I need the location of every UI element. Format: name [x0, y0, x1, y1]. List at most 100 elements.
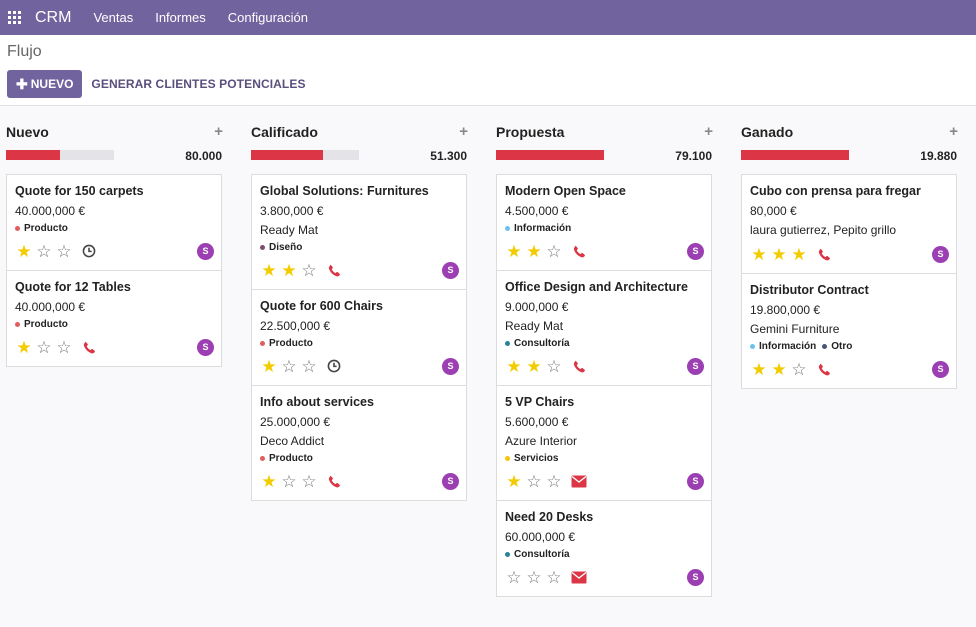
- column-title[interactable]: Nuevo: [6, 124, 49, 140]
- lead-card[interactable]: Distributor Contract 19.800,000 € Gemini …: [741, 273, 957, 389]
- tag[interactable]: Consultoría: [505, 549, 570, 560]
- phone-icon[interactable]: [571, 243, 587, 259]
- tag[interactable]: Diseño: [260, 242, 302, 253]
- clock-icon[interactable]: [81, 243, 97, 259]
- star-empty-icon[interactable]: ☆: [301, 260, 317, 280]
- star-filled-icon[interactable]: ★: [16, 337, 32, 357]
- star-empty-icon[interactable]: ☆: [526, 567, 542, 587]
- star-empty-icon[interactable]: ☆: [526, 471, 542, 491]
- star-empty-icon[interactable]: ☆: [36, 337, 52, 357]
- column-add-icon[interactable]: +: [949, 123, 958, 140]
- menu-configuracion[interactable]: Configuración: [227, 10, 308, 25]
- lead-card[interactable]: Global Solutions: Furnitures 3.800,000 €…: [251, 174, 467, 289]
- kanban-column: Propuesta + 79.100 Modern Open Space 4.5…: [496, 106, 713, 597]
- new-button[interactable]: ✚ NUEVO: [7, 70, 83, 98]
- lead-card[interactable]: Info about services 25.000,000 € Deco Add…: [251, 385, 467, 501]
- star-empty-icon[interactable]: ☆: [281, 471, 297, 491]
- menu-ventas[interactable]: Ventas: [93, 10, 134, 25]
- phone-icon[interactable]: [816, 361, 832, 377]
- menu-informes[interactable]: Informes: [155, 10, 206, 25]
- apps-grid-icon[interactable]: [8, 10, 22, 25]
- column-title[interactable]: Propuesta: [496, 124, 565, 140]
- tag[interactable]: Producto: [260, 453, 313, 464]
- star-filled-icon[interactable]: ★: [526, 241, 542, 261]
- tag[interactable]: Producto: [15, 223, 68, 234]
- star-filled-icon[interactable]: ★: [771, 359, 787, 379]
- lead-card[interactable]: 5 VP Chairs 5.600,000 € Azure Interior Ser…: [496, 385, 712, 500]
- star-filled-icon[interactable]: ★: [506, 241, 522, 261]
- generate-leads-button[interactable]: GENERAR CLIENTES POTENCIALES: [91, 77, 306, 91]
- avatar[interactable]: S: [687, 568, 704, 586]
- star-empty-icon[interactable]: ☆: [281, 356, 297, 376]
- star-filled-icon[interactable]: ★: [261, 260, 277, 280]
- star-filled-icon[interactable]: ★: [751, 359, 767, 379]
- star-empty-icon[interactable]: ☆: [546, 356, 562, 376]
- lead-card[interactable]: Cubo con prensa para fregar 80,000 € laur…: [741, 174, 957, 273]
- column-progress-bar[interactable]: [496, 150, 604, 160]
- star-empty-icon[interactable]: ☆: [546, 567, 562, 587]
- star-empty-icon[interactable]: ☆: [56, 337, 72, 357]
- star-filled-icon[interactable]: ★: [16, 241, 32, 261]
- tag[interactable]: Información: [750, 341, 816, 352]
- avatar[interactable]: S: [197, 338, 214, 356]
- column-title[interactable]: Ganado: [741, 124, 794, 140]
- envelope-icon[interactable]: [571, 569, 587, 585]
- phone-icon[interactable]: [81, 339, 97, 355]
- star-filled-icon[interactable]: ★: [771, 244, 787, 264]
- star-empty-icon[interactable]: ☆: [301, 356, 317, 376]
- avatar[interactable]: S: [442, 472, 459, 490]
- phone-icon[interactable]: [326, 473, 342, 489]
- tag[interactable]: Producto: [260, 338, 313, 349]
- lead-card[interactable]: Quote for 150 carpets 40.000,000 € Produc…: [6, 174, 222, 270]
- lead-card[interactable]: Modern Open Space 4.500,000 € Información…: [496, 174, 712, 270]
- tag[interactable]: Consultoría: [505, 338, 570, 349]
- column-title[interactable]: Calificado: [251, 124, 318, 140]
- avatar[interactable]: S: [687, 242, 704, 260]
- star-empty-icon[interactable]: ☆: [546, 241, 562, 261]
- avatar[interactable]: S: [687, 357, 704, 375]
- card-amount: 80,000 €: [750, 204, 797, 218]
- star-filled-icon[interactable]: ★: [751, 244, 767, 264]
- star-filled-icon[interactable]: ★: [791, 244, 807, 264]
- avatar[interactable]: S: [442, 261, 459, 279]
- lead-card[interactable]: Office Design and Architecture 9.000,000…: [496, 270, 712, 385]
- star-filled-icon[interactable]: ★: [281, 260, 297, 280]
- phone-icon[interactable]: [326, 262, 342, 278]
- star-filled-icon[interactable]: ★: [506, 471, 522, 491]
- star-empty-icon[interactable]: ☆: [56, 241, 72, 261]
- lead-card[interactable]: Quote for 600 Chairs 22.500,000 € Product…: [251, 289, 467, 385]
- column-add-icon[interactable]: +: [704, 123, 713, 140]
- column-progress-bar[interactable]: [741, 150, 849, 160]
- avatar[interactable]: S: [442, 357, 459, 375]
- envelope-icon[interactable]: [571, 473, 587, 489]
- lead-card[interactable]: Need 20 Desks 60.000,000 € Consultoría ☆ ☆…: [496, 500, 712, 597]
- column-progress-bar[interactable]: [6, 150, 114, 160]
- tag[interactable]: Servicios: [505, 453, 558, 464]
- star-empty-icon[interactable]: ☆: [301, 471, 317, 491]
- star-empty-icon[interactable]: ☆: [791, 359, 807, 379]
- app-brand[interactable]: CRM: [35, 8, 72, 26]
- column-add-icon[interactable]: +: [214, 123, 223, 140]
- column-progress-bar[interactable]: [251, 150, 359, 160]
- star-filled-icon[interactable]: ★: [506, 356, 522, 376]
- column-add-icon[interactable]: +: [459, 123, 468, 140]
- star-filled-icon[interactable]: ★: [261, 356, 277, 376]
- star-empty-icon[interactable]: ☆: [546, 471, 562, 491]
- phone-icon[interactable]: [816, 246, 832, 262]
- star-empty-icon[interactable]: ☆: [506, 567, 522, 587]
- avatar[interactable]: S: [197, 242, 214, 260]
- tag[interactable]: Otro: [822, 341, 852, 352]
- card-amount: 19.800,000 €: [750, 303, 821, 317]
- star-empty-icon[interactable]: ☆: [36, 241, 52, 261]
- star-filled-icon[interactable]: ★: [261, 471, 277, 491]
- tag[interactable]: Información: [505, 223, 571, 234]
- avatar[interactable]: S: [932, 360, 949, 378]
- tag[interactable]: Producto: [15, 319, 68, 330]
- phone-icon[interactable]: [571, 358, 587, 374]
- column-progress-row: 79.100: [496, 146, 712, 174]
- lead-card[interactable]: Quote for 12 Tables 40.000,000 € Producto…: [6, 270, 222, 367]
- avatar[interactable]: S: [932, 245, 949, 263]
- star-filled-icon[interactable]: ★: [526, 356, 542, 376]
- clock-icon[interactable]: [326, 358, 342, 374]
- avatar[interactable]: S: [687, 472, 704, 490]
